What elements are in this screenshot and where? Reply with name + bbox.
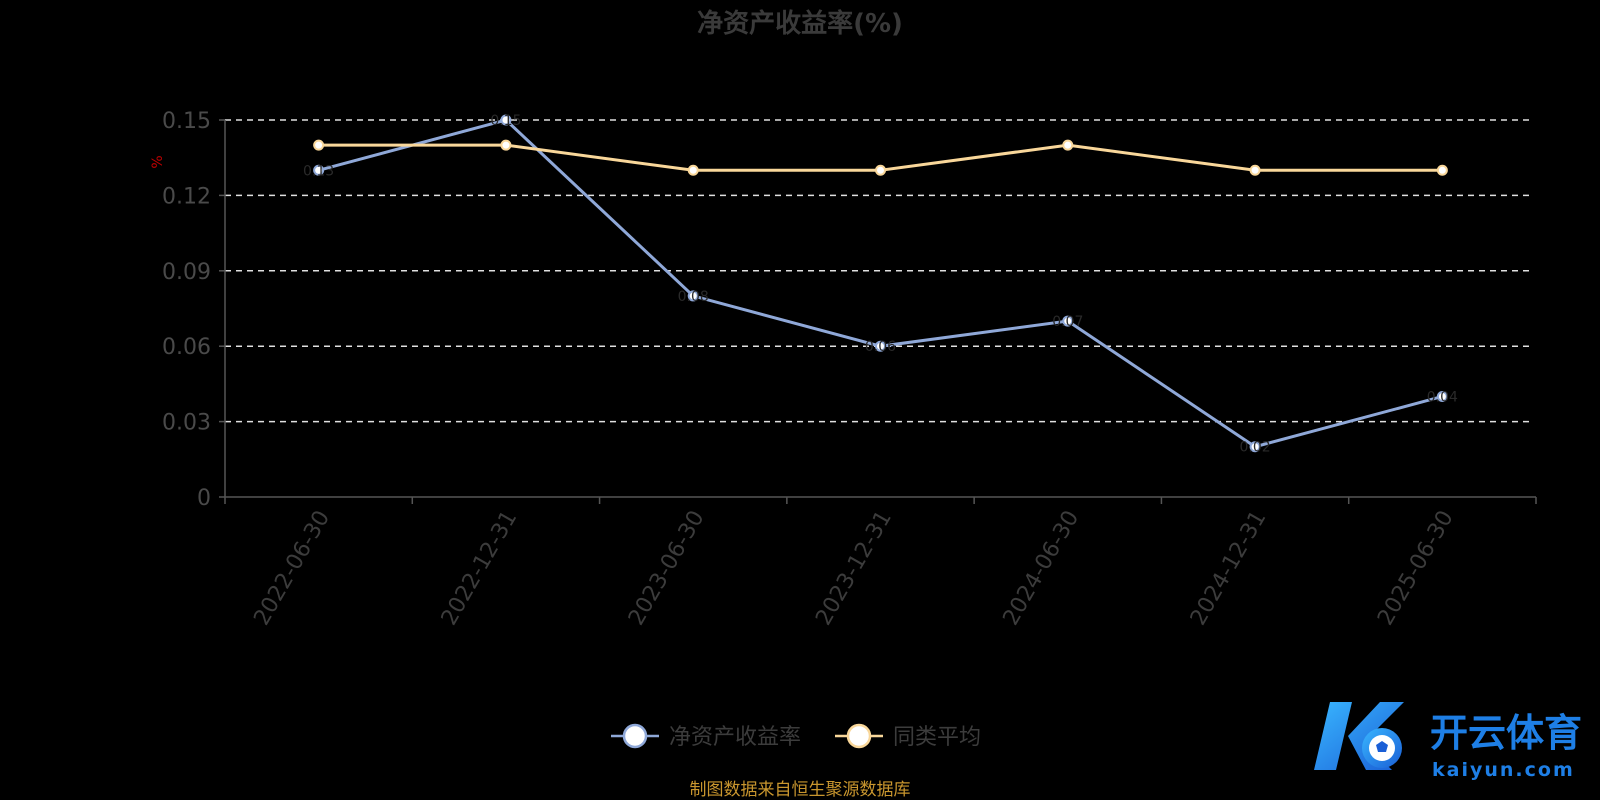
data-point[interactable] bbox=[500, 139, 512, 151]
x-tick-label: 2023-12-31 bbox=[811, 507, 897, 630]
watermark-domain: kaiyun.com bbox=[1432, 759, 1575, 781]
legend-label-peer-average: 同类平均 bbox=[893, 725, 981, 750]
legend-marker-peer-average bbox=[846, 723, 872, 749]
legend-item-peer-average[interactable]: 同类平均 bbox=[835, 723, 981, 750]
data-point[interactable] bbox=[313, 139, 325, 151]
x-tick-label: 2023-06-30 bbox=[624, 507, 710, 630]
data-point[interactable] bbox=[1062, 139, 1074, 151]
watermark-logo: 开云体育 kaiyun.com bbox=[1314, 702, 1582, 781]
x-tick-label: 2024-12-31 bbox=[1186, 507, 1272, 630]
data-label: 0.15 bbox=[490, 113, 521, 129]
x-tick-label: 2024-06-30 bbox=[999, 507, 1085, 630]
y-tick-label: 0.06 bbox=[162, 335, 211, 360]
legend-label-roe: 净资产收益率 bbox=[669, 725, 801, 750]
series-group: 0.13 0.15 0.08 0.06 0.07 0.02 0.04 bbox=[303, 113, 1458, 456]
data-point[interactable] bbox=[1436, 164, 1448, 176]
data-point[interactable] bbox=[687, 164, 699, 176]
x-tick-label: 2022-06-30 bbox=[249, 507, 335, 630]
data-label: 0.02 bbox=[1239, 440, 1270, 456]
data-label: 0.08 bbox=[678, 289, 709, 305]
data-point[interactable] bbox=[687, 290, 699, 302]
data-point[interactable] bbox=[313, 164, 325, 176]
x-tick-label: 2025-06-30 bbox=[1373, 507, 1459, 630]
data-label: 0.07 bbox=[1052, 314, 1083, 330]
x-axis-ticks: 2022-06-30 2022-12-31 2023-06-30 2023-12-31… bbox=[224, 497, 1537, 630]
legend: 净资产收益率 同类平均 bbox=[611, 723, 981, 750]
watermark-brand: 开云体育 bbox=[1430, 711, 1582, 755]
y-tick-label: 0.15 bbox=[162, 109, 211, 134]
y-tick-label: 0 bbox=[197, 486, 211, 511]
y-tick-label: 0.03 bbox=[162, 411, 211, 436]
legend-marker-roe bbox=[622, 723, 648, 749]
y-axis-ticks: 0 0.03 0.06 0.09 0.12 0.15 bbox=[162, 109, 225, 511]
legend-item-roe[interactable]: 净资产收益率 bbox=[611, 723, 801, 750]
data-label: 0.06 bbox=[865, 339, 896, 355]
soccer-ball-pentagon bbox=[1376, 741, 1388, 752]
data-point[interactable] bbox=[1249, 164, 1261, 176]
y-axis-unit: % bbox=[150, 155, 166, 168]
data-point[interactable] bbox=[875, 164, 886, 176]
x-tick-label: 2022-12-31 bbox=[437, 507, 523, 630]
data-point[interactable] bbox=[500, 114, 512, 126]
logo-k-shape bbox=[1314, 702, 1404, 770]
data-point[interactable] bbox=[1062, 315, 1074, 327]
data-label: 0.04 bbox=[1427, 389, 1458, 405]
chart-title: 净资产收益率(%) bbox=[697, 8, 903, 39]
data-point[interactable] bbox=[875, 340, 886, 352]
y-tick-label: 0.12 bbox=[162, 184, 211, 209]
data-point[interactable] bbox=[1436, 390, 1448, 402]
y-tick-label: 0.09 bbox=[162, 260, 211, 285]
source-note: 制图数据来自恒生聚源数据库 bbox=[690, 780, 911, 800]
data-label: 0.13 bbox=[303, 163, 334, 179]
grid-lines bbox=[225, 119, 1530, 423]
data-point[interactable] bbox=[1249, 441, 1261, 453]
